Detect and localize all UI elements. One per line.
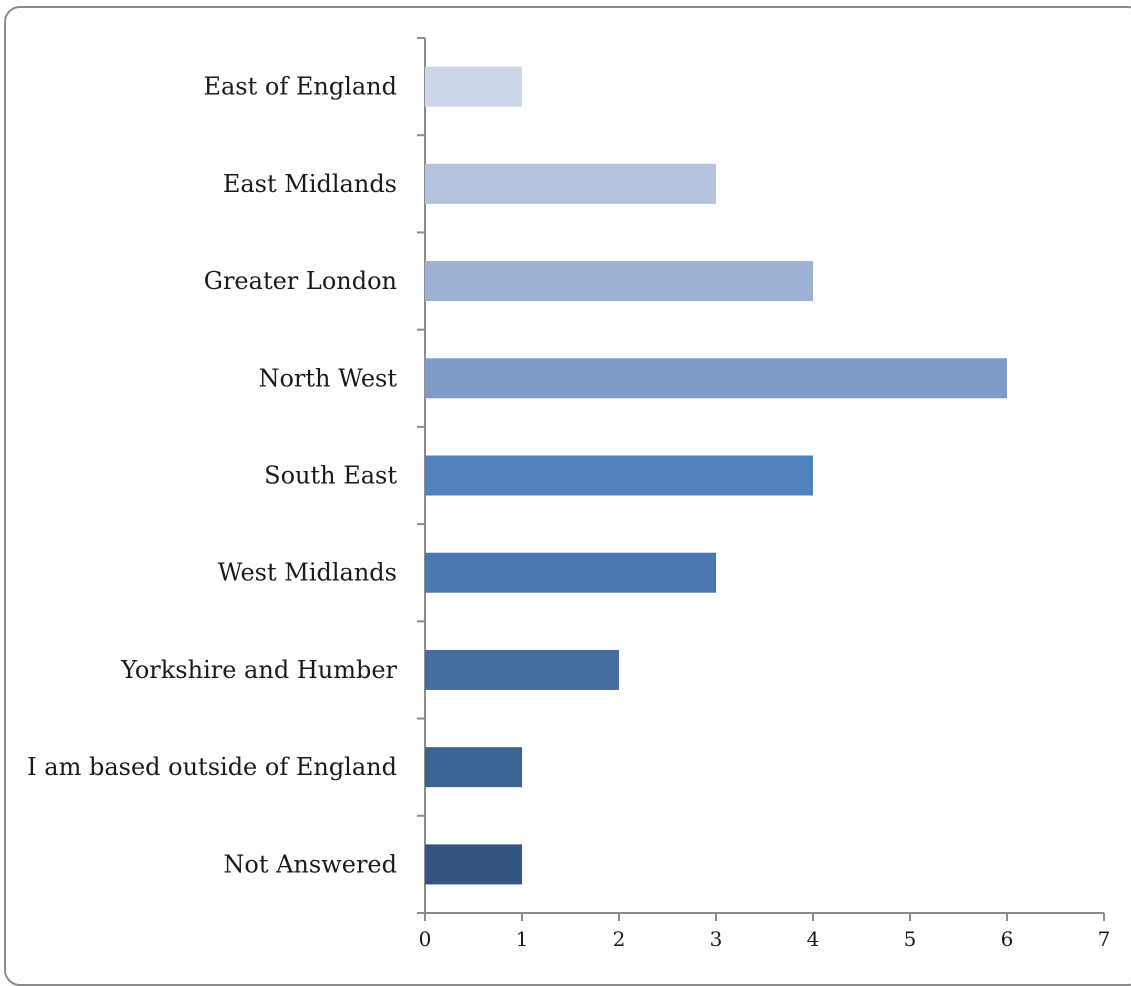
- x-tick-label: 6: [1001, 927, 1014, 951]
- x-tick-label: 7: [1098, 927, 1111, 951]
- category-label: South East: [264, 462, 397, 490]
- bar: [425, 649, 619, 690]
- bar: [425, 66, 522, 107]
- x-tick-label: 1: [516, 927, 529, 951]
- category-label: I am based outside of England: [27, 753, 397, 781]
- bar: [425, 844, 522, 885]
- category-label: West Midlands: [218, 559, 397, 587]
- category-label: Not Answered: [223, 850, 397, 878]
- category-label: East Midlands: [223, 170, 397, 198]
- x-tick-label: 2: [613, 927, 626, 951]
- bar: [425, 747, 522, 788]
- bar: [425, 163, 716, 204]
- bars-layer: [425, 66, 1007, 885]
- bar: [425, 358, 1007, 399]
- labels-layer: 0 1 2 3 4 5 6 7 East of England East Midlands Grea…: [27, 73, 1110, 951]
- bar: [425, 261, 813, 302]
- category-label: North West: [258, 364, 397, 392]
- x-tick-label: 5: [904, 927, 917, 951]
- x-tick-label: 0: [419, 927, 432, 951]
- bar: [425, 552, 716, 593]
- category-label: Greater London: [204, 267, 397, 295]
- category-label: East of England: [203, 73, 397, 101]
- x-tick-label: 3: [710, 927, 723, 951]
- bar: [425, 455, 813, 496]
- x-tick-label: 4: [807, 927, 820, 951]
- category-label: Yorkshire and Humber: [120, 656, 397, 684]
